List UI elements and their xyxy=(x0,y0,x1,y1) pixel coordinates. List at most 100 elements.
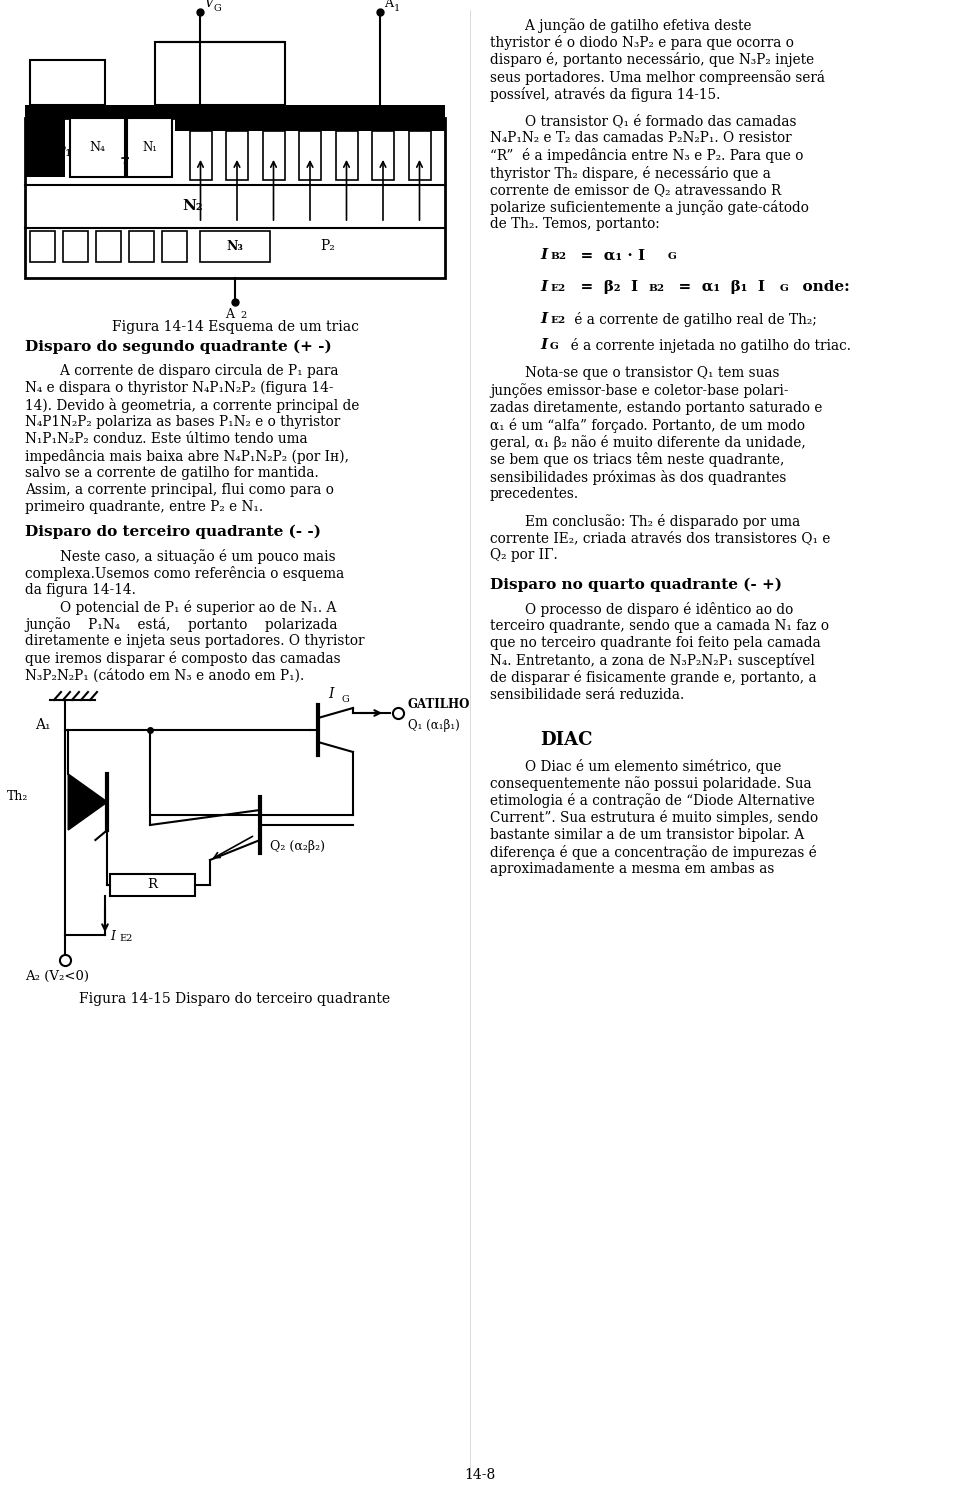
Text: B2: B2 xyxy=(648,284,664,293)
Text: A₁: A₁ xyxy=(35,719,51,732)
Bar xyxy=(110,873,195,896)
Bar xyxy=(155,42,285,106)
Bar xyxy=(226,131,248,180)
Bar xyxy=(30,231,55,262)
Text: A: A xyxy=(226,308,234,321)
Bar xyxy=(25,118,445,278)
Text: R: R xyxy=(147,878,157,891)
Text: da figura 14-14.: da figura 14-14. xyxy=(25,583,136,597)
Text: corrente IЕ₂, criada através dos transistores Q₁ e: corrente IЕ₂, criada através dos transis… xyxy=(490,531,830,545)
Text: N₄: N₄ xyxy=(89,141,106,153)
Text: onde:: onde: xyxy=(792,280,850,295)
Text: GATILHO: GATILHO xyxy=(408,698,470,711)
Text: precedentes.: precedentes. xyxy=(490,487,579,501)
Text: polarize suficientemente a junção gate-cátodo: polarize suficientemente a junção gate-c… xyxy=(490,199,809,214)
Text: G: G xyxy=(341,695,348,704)
Text: junção    P₁N₄    está,    portanto    polarizada: junção P₁N₄ está, portanto polarizada xyxy=(25,618,338,632)
Text: N₄P₁N₂ e T₂ das camadas P₂N₂P₁. O resistor: N₄P₁N₂ e T₂ das camadas P₂N₂P₁. O resist… xyxy=(490,131,792,146)
Bar xyxy=(335,131,357,180)
Text: consequentemente não possui polaridade. Sua: consequentemente não possui polaridade. … xyxy=(490,777,811,792)
Text: thyristor é o diodo N₃P₂ e para que ocorra o: thyristor é o diodo N₃P₂ e para que ocor… xyxy=(490,36,794,51)
Text: Current”. Sua estrutura é muito simples, sendo: Current”. Sua estrutura é muito simples,… xyxy=(490,811,818,826)
Text: Q₂ por IΓ.: Q₂ por IΓ. xyxy=(490,549,558,562)
Text: sensibilidade será reduzida.: sensibilidade será reduzida. xyxy=(490,687,684,702)
Text: I: I xyxy=(328,687,333,701)
Text: corrente de emissor de Q₂ atravessando R: corrente de emissor de Q₂ atravessando R xyxy=(490,183,781,196)
Text: geral, α₁ β₂ não é muito diferente da unidade,: geral, α₁ β₂ não é muito diferente da un… xyxy=(490,434,805,451)
Polygon shape xyxy=(68,774,108,830)
Text: salvo se a corrente de gatilho for mantida.: salvo se a corrente de gatilho for manti… xyxy=(25,466,319,481)
Text: Figura 14-15 Disparo do terceiro quadrante: Figura 14-15 Disparo do terceiro quadran… xyxy=(80,992,391,1006)
Text: =  α₁  β₁  I: = α₁ β₁ I xyxy=(668,280,765,295)
Bar xyxy=(96,231,121,262)
Text: N₁P₁N₂P₂ conduz. Este último tendo uma: N₁P₁N₂P₂ conduz. Este último tendo uma xyxy=(25,432,307,446)
Text: N₂: N₂ xyxy=(182,199,204,213)
Text: diretamente e injeta seus portadores. O thyristor: diretamente e injeta seus portadores. O … xyxy=(25,634,365,647)
Bar xyxy=(30,60,105,106)
Text: junções emissor-base e coletor-base polari-: junções emissor-base e coletor-base pola… xyxy=(490,384,788,399)
Text: N₁: N₁ xyxy=(142,141,157,153)
Text: etimologia é a contração de “Diode Alternative: etimologia é a contração de “Diode Alter… xyxy=(490,793,815,808)
Text: P₂: P₂ xyxy=(320,240,335,253)
Text: primeiro quadrante, entre P₂ e N₁.: primeiro quadrante, entre P₂ e N₁. xyxy=(25,500,263,513)
Text: V: V xyxy=(204,0,213,10)
Text: sensibilidades próximas às dos quadrantes: sensibilidades próximas às dos quadrante… xyxy=(490,470,786,485)
Text: complexa.Usemos como referência o esquema: complexa.Usemos como referência o esquem… xyxy=(25,565,345,580)
Bar xyxy=(262,131,284,180)
Text: N₃: N₃ xyxy=(227,240,244,253)
Text: 14). Devido à geometria, a corrente principal de: 14). Devido à geometria, a corrente prin… xyxy=(25,397,359,414)
Text: Q₂ (α₂β₂): Q₂ (α₂β₂) xyxy=(270,841,325,853)
Text: possível, através da figura 14-15.: possível, através da figura 14-15. xyxy=(490,86,720,101)
Text: I: I xyxy=(540,248,547,262)
Text: zadas diretamente, estando portanto saturado e: zadas diretamente, estando portanto satu… xyxy=(490,400,823,415)
Text: N₄. Entretanto, a zona de N₃P₂N₂P₁ susceptível: N₄. Entretanto, a zona de N₃P₂N₂P₁ susce… xyxy=(490,653,815,668)
Text: aproximadamente a mesma em ambas as: aproximadamente a mesma em ambas as xyxy=(490,862,775,876)
Text: N₃P₂N₂P₁ (cátodo em N₃ e anodo em P₁).: N₃P₂N₂P₁ (cátodo em N₃ e anodo em P₁). xyxy=(25,668,304,683)
Text: 14-8: 14-8 xyxy=(465,1469,495,1482)
Text: O processo de disparo é idêntico ao do: O processo de disparo é idêntico ao do xyxy=(490,601,793,616)
Text: seus portadores. Uma melhor compreensão será: seus portadores. Uma melhor compreensão … xyxy=(490,70,825,85)
Text: que no terceiro quadrante foi feito pela camada: que no terceiro quadrante foi feito pela… xyxy=(490,635,821,650)
Text: E2: E2 xyxy=(550,284,565,293)
Text: Nota-se que o transistor Q₁ tem suas: Nota-se que o transistor Q₁ tem suas xyxy=(490,366,780,381)
Bar xyxy=(162,231,187,262)
Text: α₁ é um “alfa” forçado. Portanto, de um modo: α₁ é um “alfa” forçado. Portanto, de um … xyxy=(490,418,805,433)
Text: I: I xyxy=(540,280,547,295)
Text: Disparo do segundo quadrante (+ -): Disparo do segundo quadrante (+ -) xyxy=(25,339,332,354)
Bar xyxy=(200,231,270,262)
Text: thyristor Th₂ dispare, é necessário que a: thyristor Th₂ dispare, é necessário que … xyxy=(490,165,771,180)
Text: O potencial de P₁ é superior ao de N₁. A: O potencial de P₁ é superior ao de N₁. A xyxy=(25,600,336,615)
Bar xyxy=(189,131,211,180)
Bar xyxy=(25,118,65,177)
Bar xyxy=(129,231,154,262)
Text: Neste caso, a situação é um pouco mais: Neste caso, a situação é um pouco mais xyxy=(25,549,336,564)
Text: de disparar é fisicamente grande e, portanto, a: de disparar é fisicamente grande e, port… xyxy=(490,671,817,686)
Text: é a corrente de gatilho real de Th₂;: é a corrente de gatilho real de Th₂; xyxy=(570,312,817,327)
Text: Th₂: Th₂ xyxy=(7,790,28,804)
Bar xyxy=(299,131,321,180)
Text: diferença é que a concentração de impurezas é: diferença é que a concentração de impure… xyxy=(490,845,817,860)
Text: =  α₁ · I: = α₁ · I xyxy=(570,248,645,262)
Text: G: G xyxy=(668,253,677,262)
Text: disparo é, portanto necessário, que N₃P₂ injete: disparo é, portanto necessário, que N₃P₂… xyxy=(490,52,814,67)
Text: N₄ e dispara o thyristor N₄P₁N₂P₂ (figura 14-: N₄ e dispara o thyristor N₄P₁N₂P₂ (figur… xyxy=(25,381,333,396)
Text: G: G xyxy=(780,284,789,293)
Text: Em conclusão: Th₂ é disparado por uma: Em conclusão: Th₂ é disparado por uma xyxy=(490,513,801,530)
Text: Assim, a corrente principal, flui como para o: Assim, a corrente principal, flui como p… xyxy=(25,484,334,497)
Text: G: G xyxy=(214,4,222,13)
Text: A corrente de disparo circula de P₁ para: A corrente de disparo circula de P₁ para xyxy=(25,365,339,378)
Text: é a corrente injetada no gatilho do triac.: é a corrente injetada no gatilho do tria… xyxy=(562,338,851,354)
Text: Figura 14-14 Esquema de um triac: Figura 14-14 Esquema de um triac xyxy=(111,320,358,333)
Bar xyxy=(127,118,172,177)
Text: que iremos disparar é composto das camadas: que iremos disparar é composto das camad… xyxy=(25,652,341,667)
Text: A: A xyxy=(384,0,393,10)
Text: I: I xyxy=(110,930,115,943)
Text: O transistor Q₁ é formado das camadas: O transistor Q₁ é formado das camadas xyxy=(490,115,797,128)
Text: E2: E2 xyxy=(119,934,132,943)
Bar xyxy=(175,118,445,131)
Bar xyxy=(409,131,430,180)
Bar xyxy=(25,265,445,278)
Text: Q₁ (α₁β₁): Q₁ (α₁β₁) xyxy=(408,719,460,732)
Text: “R”  é a impedância entre N₃ e P₂. Para que o: “R” é a impedância entre N₃ e P₂. Para q… xyxy=(490,149,804,164)
Text: bastante similar a de um transistor bipolar. A: bastante similar a de um transistor bipo… xyxy=(490,827,804,842)
